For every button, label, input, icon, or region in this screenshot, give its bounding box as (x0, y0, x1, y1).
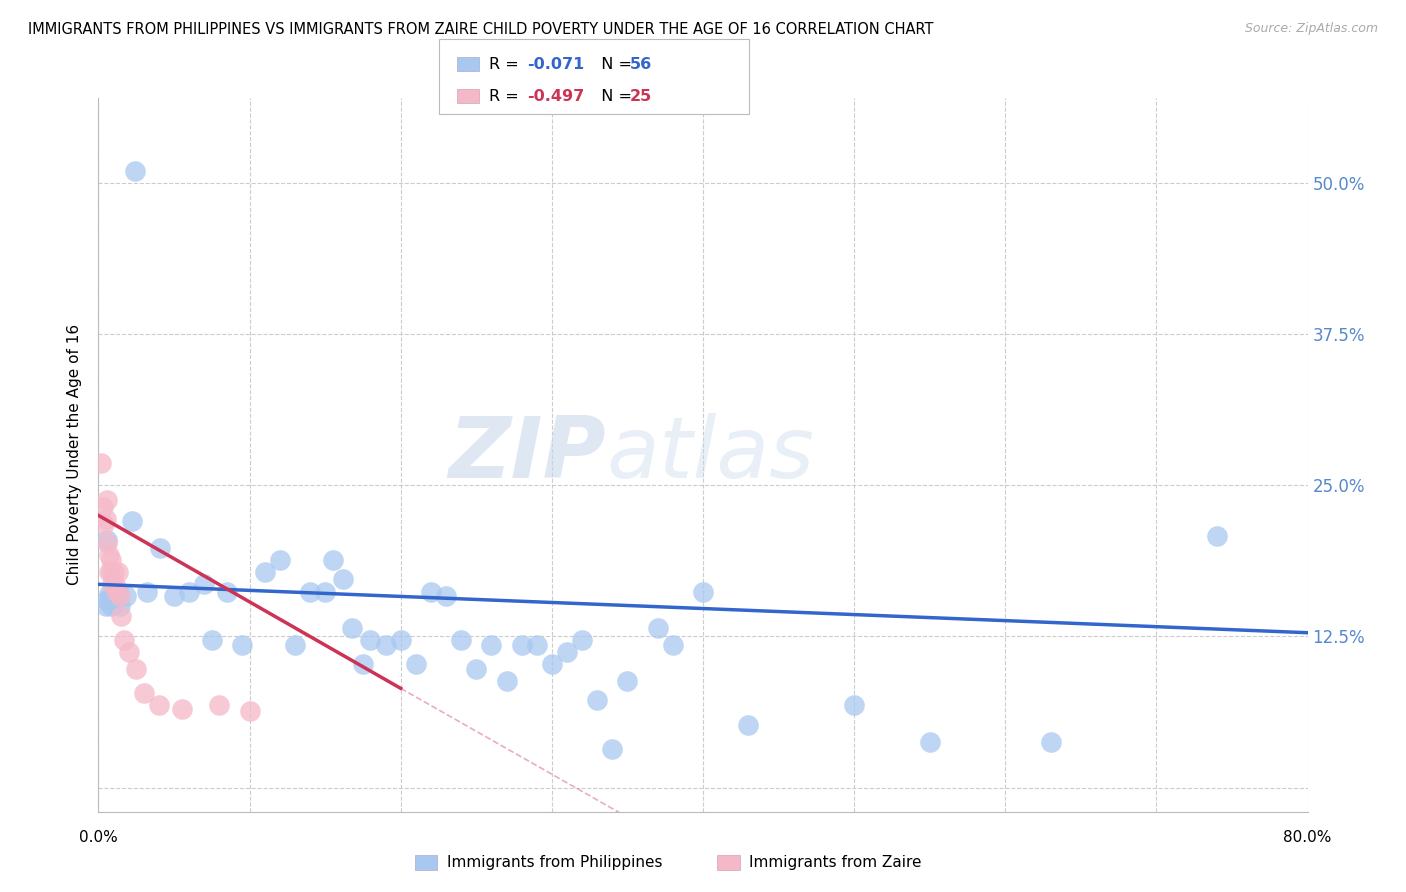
Text: Immigrants from Zaire: Immigrants from Zaire (749, 855, 922, 870)
Text: N =: N = (591, 88, 637, 103)
Point (342, 621, 364, 635)
Point (96, 593, 118, 607)
Point (179, 584, 201, 599)
Point (571, 632, 593, 647)
Point (94, 599, 117, 613)
Point (103, 566, 125, 580)
Point (510, 638, 533, 652)
Point (96, 533, 118, 547)
Point (208, 698, 231, 713)
Text: 56: 56 (630, 57, 652, 71)
Point (118, 645, 141, 659)
Point (322, 553, 344, 567)
Point (163, 590, 186, 604)
Point (647, 621, 669, 635)
Text: IMMIGRANTS FROM PHILIPPINES VS IMMIGRANTS FROM ZAIRE CHILD POVERTY UNDER THE AGE: IMMIGRANTS FROM PHILIPPINES VS IMMIGRANT… (28, 22, 934, 37)
Y-axis label: Child Poverty Under the Age of 16: Child Poverty Under the Age of 16 (67, 325, 83, 585)
Point (125, 662, 148, 676)
Point (253, 566, 276, 580)
Point (450, 632, 472, 647)
Point (107, 566, 129, 580)
Point (101, 577, 124, 591)
Point (332, 573, 354, 587)
Point (481, 638, 503, 652)
Point (495, 674, 517, 689)
Point (132, 686, 155, 700)
Point (215, 584, 238, 599)
Point (135, 584, 157, 599)
Point (374, 638, 396, 652)
Text: -0.497: -0.497 (527, 88, 585, 103)
Point (100, 553, 122, 567)
Text: atlas: atlas (606, 413, 814, 497)
Text: Source: ZipAtlas.com: Source: ZipAtlas.com (1244, 22, 1378, 36)
Text: 25: 25 (630, 88, 652, 103)
Text: Immigrants from Philippines: Immigrants from Philippines (447, 855, 662, 870)
Point (93, 516, 115, 531)
Point (284, 638, 307, 652)
Point (170, 702, 193, 716)
Text: R =: R = (489, 88, 524, 103)
Point (389, 632, 412, 647)
Point (201, 632, 224, 647)
Point (107, 584, 129, 599)
Point (108, 599, 131, 613)
Text: N =: N = (591, 57, 637, 71)
Point (124, 163, 146, 178)
Point (148, 698, 170, 713)
Point (91, 500, 114, 514)
Point (112, 632, 135, 647)
Point (434, 590, 457, 604)
Point (269, 553, 291, 567)
Point (918, 734, 941, 748)
Point (1039, 734, 1062, 748)
Point (103, 597, 125, 611)
Point (602, 741, 624, 756)
Point (94, 512, 117, 526)
Point (540, 657, 562, 672)
Point (108, 590, 131, 604)
Point (105, 584, 128, 599)
Point (193, 577, 215, 591)
Point (844, 698, 866, 713)
Point (555, 645, 578, 659)
Point (100, 599, 122, 613)
Point (104, 577, 127, 591)
Point (737, 717, 759, 731)
Text: R =: R = (489, 57, 524, 71)
Text: 80.0%: 80.0% (1284, 830, 1331, 845)
Point (616, 674, 638, 689)
Point (114, 590, 136, 604)
Point (100, 566, 122, 580)
Point (121, 515, 143, 529)
Point (586, 693, 609, 707)
Point (239, 704, 262, 718)
Text: 0.0%: 0.0% (79, 830, 118, 845)
Point (360, 632, 382, 647)
Point (96, 536, 118, 550)
Point (526, 638, 548, 652)
Point (299, 584, 322, 599)
Point (1206, 529, 1229, 543)
Text: ZIP: ZIP (449, 413, 606, 497)
Point (101, 590, 124, 604)
Point (231, 638, 253, 652)
Point (149, 541, 172, 555)
Point (352, 657, 374, 672)
Point (98, 549, 121, 563)
Point (314, 584, 336, 599)
Point (692, 584, 714, 599)
Point (662, 638, 685, 652)
Point (96, 492, 118, 507)
Point (104, 587, 127, 601)
Point (465, 662, 488, 676)
Point (405, 657, 427, 672)
Point (420, 584, 443, 599)
Point (110, 608, 132, 623)
Text: -0.071: -0.071 (527, 57, 585, 71)
Point (90, 456, 112, 470)
Point (98, 587, 121, 601)
Point (98, 566, 121, 580)
